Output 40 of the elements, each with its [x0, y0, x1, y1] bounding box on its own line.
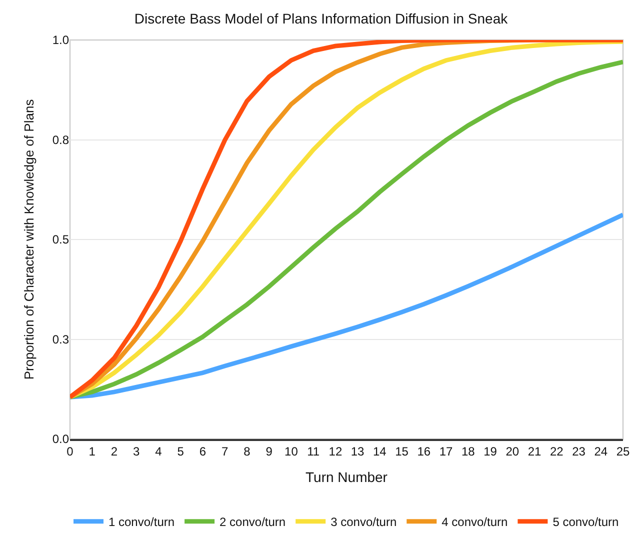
- x-tick-label: 4: [155, 444, 162, 458]
- y-axis-title: Proportion of Character with Knowledge of Plans: [21, 98, 36, 380]
- x-tick-label: 1: [88, 444, 96, 458]
- x-tick-label: 0: [66, 444, 74, 458]
- x-axis-title: Turn Number: [306, 469, 388, 486]
- legend-label: 3 convo/turn: [330, 515, 397, 530]
- x-tick-label: 8: [244, 444, 251, 458]
- x-tick-label: 2: [110, 444, 118, 458]
- x-tick-label: 25: [616, 444, 630, 458]
- x-tick-label: 3: [133, 444, 140, 458]
- legend-label: 2 convo/turn: [220, 515, 286, 530]
- x-tick-label: 19: [484, 444, 498, 458]
- x-tick-label: 18: [461, 444, 476, 458]
- x-tick-label: 7: [221, 444, 228, 458]
- x-tick-label: 15: [395, 444, 409, 458]
- x-tick-label: 10: [284, 444, 298, 458]
- x-tick-label: 5: [177, 444, 184, 458]
- x-tick-label: 22: [550, 444, 564, 458]
- line-series: [70, 212, 623, 400]
- x-tick-label: 14: [373, 444, 387, 458]
- legend-label: 1 convo/turn: [108, 515, 175, 530]
- y-tick-label: 1.0: [52, 33, 70, 48]
- x-tick-label: 24: [594, 444, 608, 458]
- x-tick-label: 16: [417, 444, 431, 458]
- y-tick-label: 0.8: [52, 132, 70, 147]
- x-tick-label: 13: [350, 444, 365, 458]
- x-tick-label: 12: [328, 444, 342, 458]
- x-tick-label: 23: [572, 444, 586, 458]
- x-tick-label: 20: [506, 444, 520, 458]
- legend-label: 5 convo/turn: [552, 515, 619, 530]
- chart-title: Discrete Bass Model of Plans Information Diffusion in Sneak: [134, 10, 509, 26]
- x-tick-label: 17: [439, 444, 454, 458]
- x-tick-label: 21: [528, 444, 542, 458]
- y-tick-label: 0.3: [52, 332, 70, 346]
- x-tick-label: 9: [266, 444, 273, 458]
- legend-label: 4 convo/turn: [442, 515, 508, 530]
- x-tick-label: 6: [199, 444, 206, 458]
- x-tick-label: 11: [307, 444, 320, 458]
- y-tick-label: 0.5: [52, 232, 70, 247]
- y-tick-label: 0.0: [52, 432, 70, 446]
